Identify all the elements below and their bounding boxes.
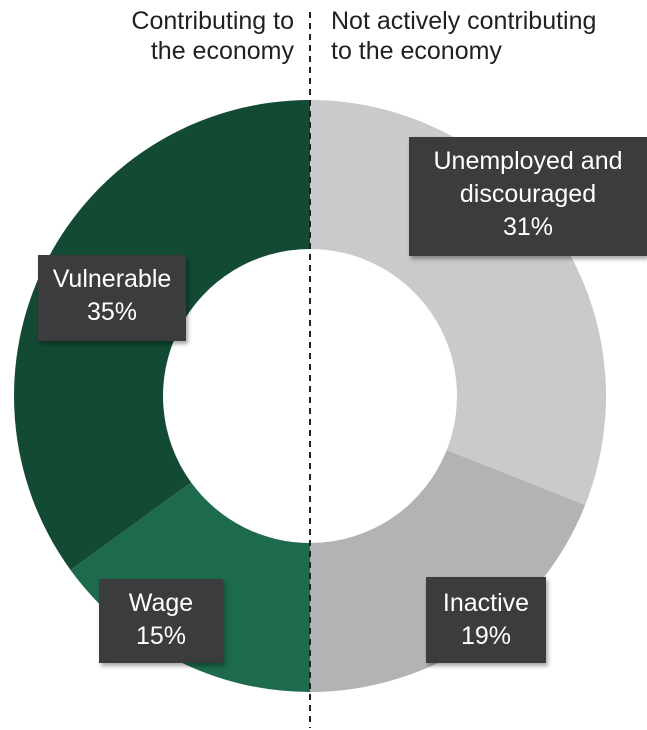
not-contributing-label-line1: Not actively contributing [331, 7, 597, 35]
slice-label-unemployed-and-discouraged-line2: discouraged [459, 180, 597, 208]
slice-label-vulnerable: Vulnerable [52, 265, 172, 293]
slice-value-vulnerable: 35% [86, 298, 138, 326]
contributing-group-label: Contributing to the economy [131, 6, 294, 66]
contributing-label-line2: the economy [150, 37, 294, 65]
contributing-label-line1: Contributing to [131, 7, 294, 35]
callout-unemployed-and-discouraged: Unemployed and discouraged 31% [409, 137, 647, 256]
slice-inactive [310, 450, 586, 692]
slice-value-wage: 15% [135, 622, 187, 650]
callout-vulnerable: Vulnerable 35% [38, 255, 186, 341]
slice-label-unemployed-and-discouraged-line1: Unemployed and [433, 147, 623, 175]
callout-wage: Wage 15% [99, 579, 223, 663]
slice-value-inactive: 19% [460, 622, 512, 650]
slice-label-inactive: Inactive [442, 589, 530, 617]
slice-value-unemployed-and-discouraged: 31% [502, 213, 554, 241]
not-contributing-label-line2: to the economy [331, 37, 502, 65]
callout-inactive: Inactive 19% [426, 577, 546, 663]
not-contributing-group-label: Not actively contributing to the economy [331, 6, 596, 66]
slice-label-wage: Wage [128, 589, 194, 617]
